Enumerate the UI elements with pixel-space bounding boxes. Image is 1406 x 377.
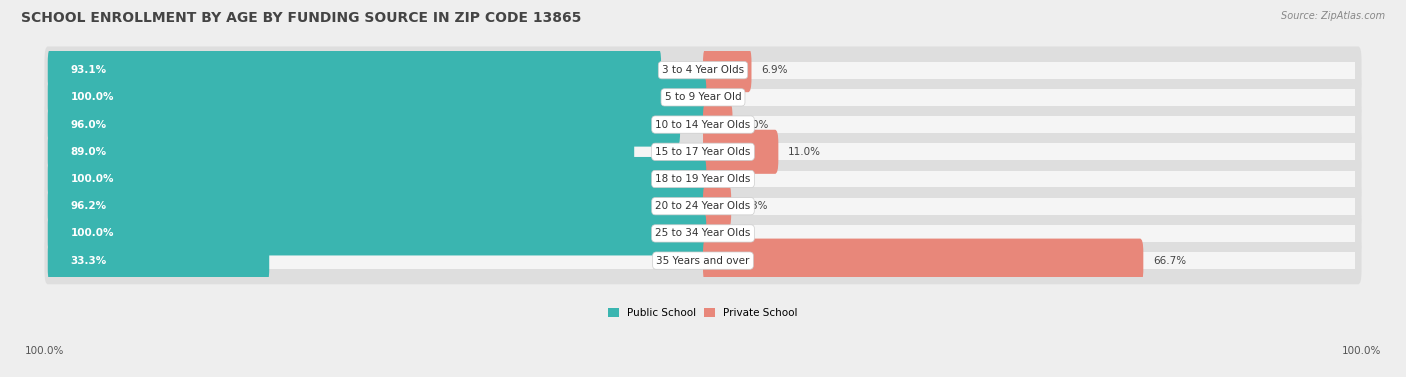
FancyBboxPatch shape	[48, 103, 681, 147]
Text: 0.0%: 0.0%	[716, 92, 742, 103]
FancyBboxPatch shape	[51, 170, 700, 187]
Text: 3 to 4 Year Olds: 3 to 4 Year Olds	[662, 65, 744, 75]
FancyBboxPatch shape	[45, 155, 1361, 203]
Text: 0.0%: 0.0%	[716, 228, 742, 238]
FancyBboxPatch shape	[51, 225, 700, 242]
Text: 100.0%: 100.0%	[70, 228, 114, 238]
Text: 100.0%: 100.0%	[25, 346, 65, 356]
FancyBboxPatch shape	[45, 101, 1361, 148]
FancyBboxPatch shape	[51, 89, 700, 106]
Text: 5 to 9 Year Old: 5 to 9 Year Old	[665, 92, 741, 103]
FancyBboxPatch shape	[706, 116, 1355, 133]
FancyBboxPatch shape	[48, 211, 706, 256]
FancyBboxPatch shape	[48, 48, 661, 92]
FancyBboxPatch shape	[45, 128, 1361, 175]
FancyBboxPatch shape	[48, 75, 706, 120]
Text: 66.7%: 66.7%	[1153, 256, 1187, 266]
FancyBboxPatch shape	[706, 252, 1355, 269]
Text: 89.0%: 89.0%	[70, 147, 107, 157]
Text: 33.3%: 33.3%	[70, 256, 107, 266]
FancyBboxPatch shape	[703, 130, 779, 174]
FancyBboxPatch shape	[48, 184, 682, 228]
FancyBboxPatch shape	[45, 74, 1361, 121]
Text: 100.0%: 100.0%	[70, 174, 114, 184]
Text: 20 to 24 Year Olds: 20 to 24 Year Olds	[655, 201, 751, 211]
Text: 35 Years and over: 35 Years and over	[657, 256, 749, 266]
FancyBboxPatch shape	[706, 89, 1355, 106]
Text: 25 to 34 Year Olds: 25 to 34 Year Olds	[655, 228, 751, 238]
FancyBboxPatch shape	[45, 46, 1361, 94]
Text: 96.0%: 96.0%	[70, 120, 107, 130]
FancyBboxPatch shape	[706, 62, 1355, 78]
Text: Source: ZipAtlas.com: Source: ZipAtlas.com	[1281, 11, 1385, 21]
FancyBboxPatch shape	[48, 130, 634, 174]
FancyBboxPatch shape	[706, 143, 1355, 160]
FancyBboxPatch shape	[45, 210, 1361, 257]
Text: 4.0%: 4.0%	[742, 120, 769, 130]
FancyBboxPatch shape	[48, 157, 706, 201]
Text: 3.8%: 3.8%	[741, 201, 768, 211]
Text: 10 to 14 Year Olds: 10 to 14 Year Olds	[655, 120, 751, 130]
FancyBboxPatch shape	[706, 170, 1355, 187]
Text: 18 to 19 Year Olds: 18 to 19 Year Olds	[655, 174, 751, 184]
FancyBboxPatch shape	[51, 62, 700, 78]
Text: 96.2%: 96.2%	[70, 201, 107, 211]
FancyBboxPatch shape	[703, 184, 731, 228]
Text: 0.0%: 0.0%	[716, 174, 742, 184]
FancyBboxPatch shape	[51, 252, 700, 269]
FancyBboxPatch shape	[703, 103, 733, 147]
Legend: Public School, Private School: Public School, Private School	[605, 305, 801, 322]
FancyBboxPatch shape	[48, 239, 269, 283]
Text: 11.0%: 11.0%	[789, 147, 821, 157]
FancyBboxPatch shape	[45, 237, 1361, 284]
FancyBboxPatch shape	[703, 239, 1143, 283]
FancyBboxPatch shape	[706, 225, 1355, 242]
Text: 100.0%: 100.0%	[70, 92, 114, 103]
FancyBboxPatch shape	[45, 182, 1361, 230]
Text: 15 to 17 Year Olds: 15 to 17 Year Olds	[655, 147, 751, 157]
FancyBboxPatch shape	[51, 116, 700, 133]
Text: 93.1%: 93.1%	[70, 65, 107, 75]
Text: 6.9%: 6.9%	[761, 65, 787, 75]
FancyBboxPatch shape	[706, 198, 1355, 215]
Text: 100.0%: 100.0%	[1341, 346, 1381, 356]
FancyBboxPatch shape	[51, 198, 700, 215]
Text: SCHOOL ENROLLMENT BY AGE BY FUNDING SOURCE IN ZIP CODE 13865: SCHOOL ENROLLMENT BY AGE BY FUNDING SOUR…	[21, 11, 582, 25]
FancyBboxPatch shape	[51, 143, 700, 160]
FancyBboxPatch shape	[703, 48, 751, 92]
